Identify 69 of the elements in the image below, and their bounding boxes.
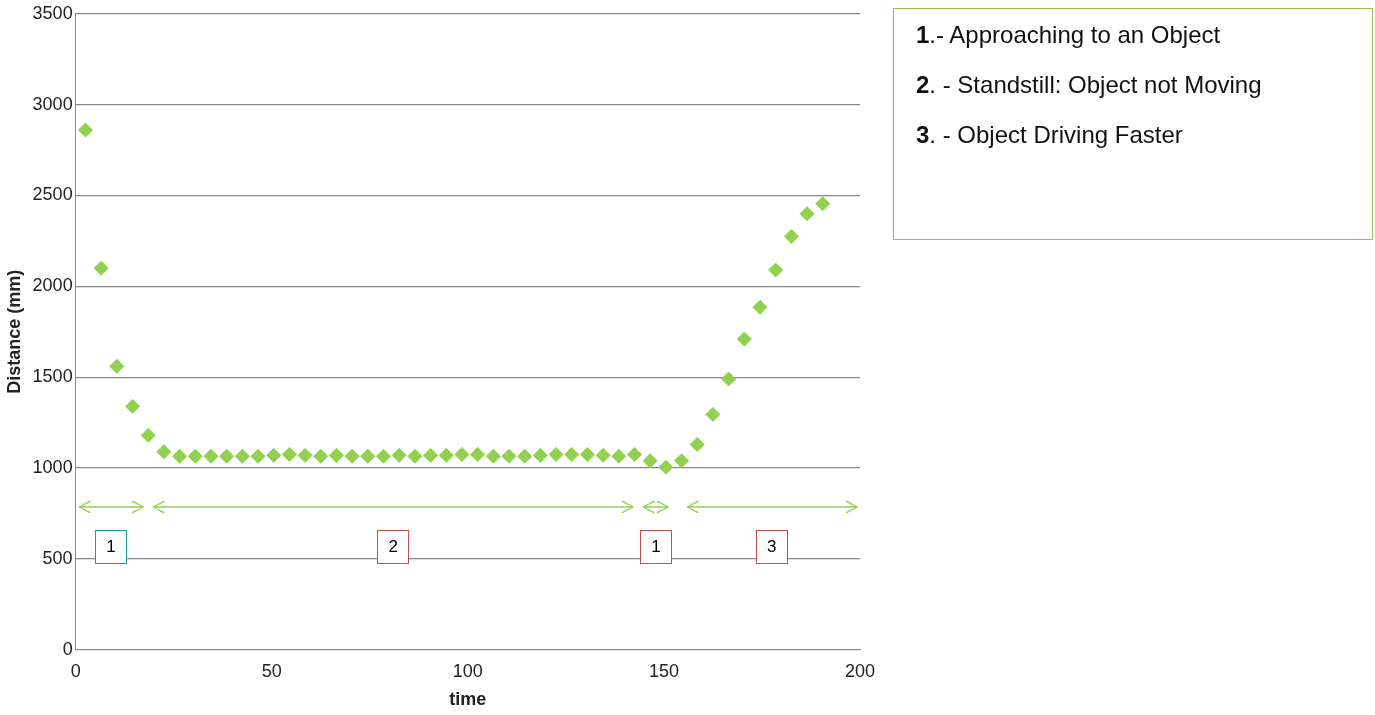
point <box>266 447 282 463</box>
annotation: 1 <box>106 536 116 557</box>
point <box>219 448 235 464</box>
point <box>454 446 470 462</box>
y-tick-label: 500 <box>42 547 73 568</box>
point <box>423 447 439 463</box>
point <box>125 398 141 414</box>
text: 2. - Standstill: Object not Moving <box>916 71 1262 98</box>
y-axis-title: Distance (mm) <box>3 269 24 394</box>
point <box>689 436 705 452</box>
y-tick-label: 3000 <box>32 93 73 114</box>
y-tick-label: 1000 <box>32 457 73 478</box>
y-tick-label: 2500 <box>32 184 73 205</box>
annotation: 2 <box>388 536 399 557</box>
y-tick-label: 3500 <box>32 2 73 23</box>
text: 3. - Object Driving Faster <box>916 121 1183 148</box>
point <box>156 444 172 460</box>
point <box>234 448 250 464</box>
x-tick-label: 100 <box>452 660 483 681</box>
point <box>407 448 423 464</box>
point <box>281 446 297 462</box>
text: 1.- Approaching to an Object <box>916 21 1221 48</box>
point <box>344 448 360 464</box>
x-axis-title: time <box>449 689 487 710</box>
point <box>658 459 674 475</box>
point <box>360 448 376 464</box>
point <box>140 427 156 443</box>
y-tick-label: 1500 <box>32 366 73 387</box>
y-tick-label: 0 <box>62 638 73 659</box>
point <box>815 196 831 212</box>
point <box>313 448 329 464</box>
point <box>250 448 266 464</box>
point <box>736 331 752 347</box>
point <box>187 448 203 464</box>
point <box>721 371 737 387</box>
point <box>768 262 784 278</box>
x-tick-label: 50 <box>261 660 282 681</box>
point <box>77 122 93 138</box>
point <box>705 406 721 422</box>
y-tick-label: 2000 <box>32 275 73 296</box>
point <box>595 447 611 463</box>
point <box>674 453 690 469</box>
x-tick-label: 200 <box>844 660 876 681</box>
point <box>391 447 407 463</box>
point <box>532 447 548 463</box>
point <box>438 447 454 463</box>
point <box>579 446 595 462</box>
point <box>627 446 642 462</box>
point <box>517 448 533 464</box>
point <box>611 448 627 464</box>
point <box>297 447 313 463</box>
point <box>109 358 125 374</box>
point <box>376 448 391 464</box>
point <box>548 446 564 462</box>
point <box>564 446 580 462</box>
point <box>172 448 188 464</box>
point <box>328 447 344 463</box>
point <box>203 448 219 464</box>
x-tick-label: 150 <box>648 660 679 681</box>
point <box>642 453 658 469</box>
point <box>485 448 501 464</box>
annotation: 3 <box>767 536 777 557</box>
point <box>470 446 486 462</box>
point <box>783 228 799 244</box>
point <box>799 206 815 222</box>
annotation: 1 <box>651 536 661 557</box>
point <box>93 260 109 276</box>
point <box>501 448 517 464</box>
point <box>752 299 768 315</box>
